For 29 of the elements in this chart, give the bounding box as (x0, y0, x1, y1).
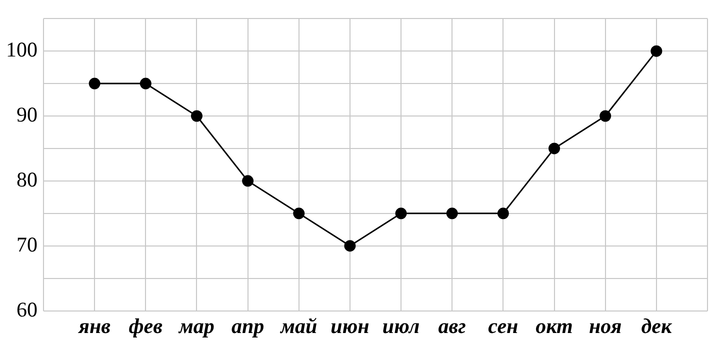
x-tick-label: авг (438, 314, 466, 338)
x-tick-label: янв (78, 314, 112, 338)
point (293, 208, 305, 220)
point (344, 240, 356, 252)
y-tick-label: 90 (16, 102, 38, 127)
point (446, 208, 458, 220)
x-tick-label: дек (641, 314, 673, 338)
point (190, 110, 202, 122)
x-tick-label: апр (231, 314, 264, 338)
y-tick-label: 70 (16, 232, 38, 256)
x-tick-label: окт (536, 314, 573, 338)
x-tick-label: мар (178, 314, 214, 338)
x-tick-label: сен (488, 314, 518, 338)
x-tick-label: июл (382, 314, 420, 338)
point (140, 78, 152, 90)
point (600, 110, 612, 122)
x-tick-label: июн (330, 314, 370, 338)
y-tick-label: 60 (16, 297, 38, 322)
point (650, 45, 662, 57)
point (242, 175, 254, 187)
y-tick-label: 80 (16, 167, 38, 192)
point (548, 142, 560, 154)
point (88, 78, 100, 90)
point (395, 208, 407, 220)
y-tick-label: 100 (6, 38, 38, 62)
x-tick-label: май (280, 314, 318, 338)
point (497, 208, 509, 220)
x-tick-label: ноя (588, 314, 622, 338)
x-tick-label: фев (128, 314, 164, 338)
